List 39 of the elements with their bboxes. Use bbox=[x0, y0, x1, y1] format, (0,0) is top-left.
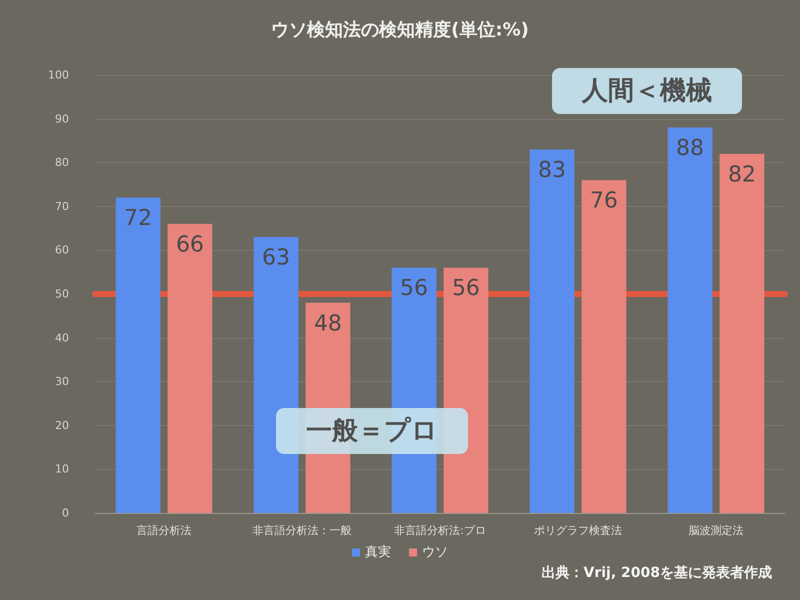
bar bbox=[582, 180, 626, 513]
bar bbox=[720, 154, 764, 513]
y-tick-label: 30 bbox=[55, 375, 69, 388]
y-tick-label: 100 bbox=[48, 68, 69, 82]
data-label: 82 bbox=[728, 162, 756, 188]
y-tick-label: 0 bbox=[62, 506, 69, 520]
y-tick-label: 80 bbox=[55, 156, 69, 170]
data-label: 56 bbox=[400, 276, 428, 302]
source-note: 出典：Vrij, 2008を基に発表者作成 bbox=[542, 565, 772, 581]
x-tick-label: 脳波測定法 bbox=[688, 524, 744, 537]
bar bbox=[116, 198, 160, 513]
data-label: 56 bbox=[452, 276, 480, 302]
y-tick-label: 60 bbox=[55, 244, 69, 257]
data-label: 66 bbox=[176, 232, 204, 258]
bar bbox=[168, 224, 212, 513]
legend-label: 真実 bbox=[365, 544, 391, 560]
chart-title: ウソ検知法の検知精度(単位:%) bbox=[271, 20, 529, 40]
legend-label: ウソ bbox=[422, 545, 448, 560]
bar bbox=[668, 128, 712, 513]
y-tick-label: 10 bbox=[55, 462, 69, 476]
bar bbox=[254, 237, 298, 513]
data-label: 72 bbox=[124, 206, 152, 232]
x-tick-label: 言語分析法 bbox=[136, 524, 192, 537]
x-tick-label: 非言語分析法：一般 bbox=[252, 524, 352, 537]
y-tick-label: 70 bbox=[55, 200, 69, 213]
annotation: 人間＜機械 bbox=[581, 76, 712, 106]
data-label: 88 bbox=[676, 136, 704, 162]
y-tick-label: 20 bbox=[55, 418, 69, 432]
y-tick-label: 90 bbox=[55, 112, 69, 126]
data-label: 76 bbox=[590, 188, 618, 214]
y-tick-label: 50 bbox=[55, 288, 69, 300]
x-tick-label: 非言語分析法:プロ bbox=[394, 524, 486, 537]
x-tick-label: ポリグラフ検査法 bbox=[534, 524, 622, 537]
data-label: 83 bbox=[538, 158, 566, 183]
bar bbox=[530, 149, 574, 513]
data-label: 48 bbox=[314, 311, 342, 336]
annotation: 一般＝プロ bbox=[306, 416, 438, 446]
y-tick-label: 40 bbox=[55, 331, 69, 344]
data-label: 63 bbox=[262, 246, 290, 271]
